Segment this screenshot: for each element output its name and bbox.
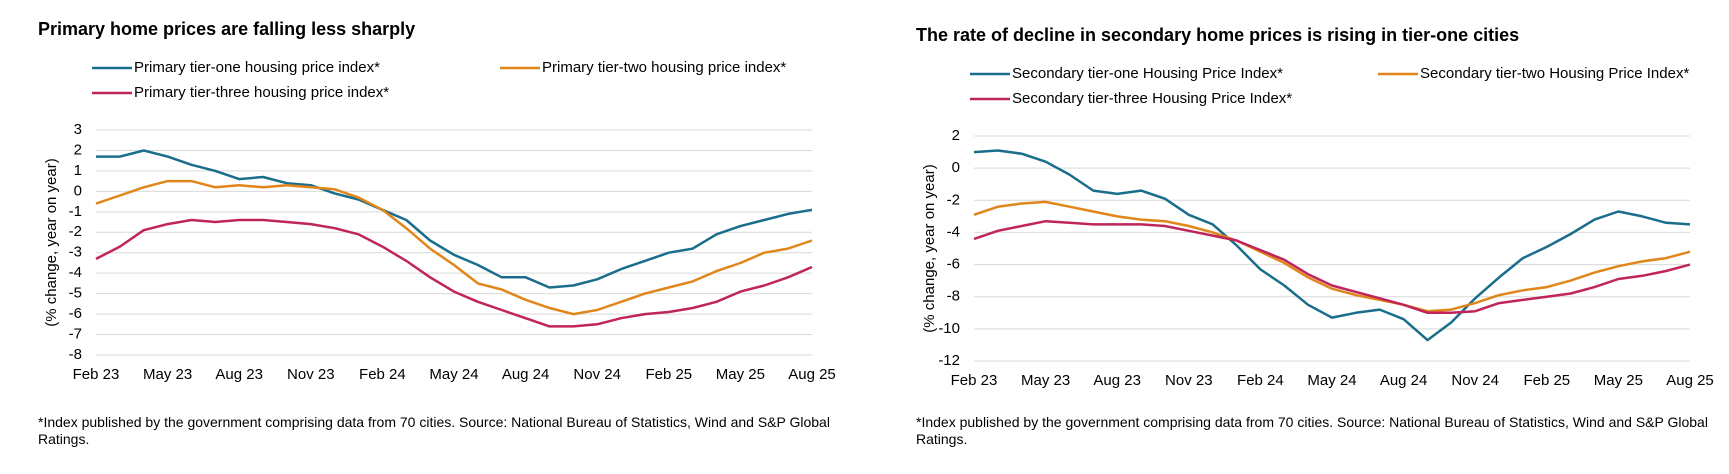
footnote: *Index published by the government compr… <box>916 414 1708 447</box>
y-tick-label: -4 <box>947 223 960 240</box>
x-tick-label: Aug 25 <box>788 366 836 383</box>
series-line <box>973 219 1691 315</box>
y-tick-label: -5 <box>69 285 82 302</box>
series-line <box>973 149 1691 342</box>
y-tick-label: -4 <box>69 264 82 281</box>
y-tick-label: -3 <box>69 244 82 261</box>
footnote: *Index published by the government compr… <box>38 414 830 447</box>
legend-label: Secondary tier-two Housing Price Index* <box>1420 65 1689 82</box>
x-tick-label: Feb 23 <box>73 366 120 383</box>
y-tick-label: -6 <box>69 305 82 322</box>
x-tick-label: Nov 23 <box>287 366 335 383</box>
x-tick-label: Aug 23 <box>1093 372 1141 389</box>
series-line <box>973 200 1691 313</box>
x-tick-label: Feb 24 <box>359 366 406 383</box>
legend-label: Primary tier-one housing price index* <box>134 59 380 76</box>
x-tick-label: May 23 <box>143 366 192 383</box>
x-tick-label: Feb 25 <box>1523 372 1570 389</box>
legend-label: Secondary tier-one Housing Price Index* <box>1012 65 1283 82</box>
x-tick-label: Aug 23 <box>215 366 263 383</box>
x-tick-label: Feb 25 <box>645 366 692 383</box>
x-tick-label: Feb 24 <box>1237 372 1284 389</box>
x-tick-label: May 24 <box>429 366 478 383</box>
x-tick-label: May 23 <box>1021 372 1070 389</box>
x-tick-label: Aug 24 <box>502 366 550 383</box>
series-line <box>96 149 813 289</box>
chart-title: Primary home prices are falling less sha… <box>38 19 415 39</box>
y-tick-label: -8 <box>69 346 82 363</box>
y-tick-label: -10 <box>938 320 960 337</box>
y-tick-label: 2 <box>74 141 82 158</box>
y-tick-label: 2 <box>952 127 960 144</box>
x-tick-label: Nov 24 <box>1451 372 1499 389</box>
y-tick-label: -1 <box>69 203 82 220</box>
y-axis-label: (% change, year on year) <box>921 164 938 332</box>
y-tick-label: 1 <box>74 162 82 179</box>
y-tick-label: -6 <box>947 256 960 273</box>
x-tick-label: Nov 23 <box>1165 372 1213 389</box>
y-tick-label: -7 <box>69 326 82 343</box>
legend-label: Primary tier-three housing price index* <box>134 84 389 101</box>
x-tick-label: May 24 <box>1307 372 1356 389</box>
y-tick-label: 3 <box>74 121 82 138</box>
x-tick-label: Nov 24 <box>573 366 621 383</box>
y-tick-label: 0 <box>74 182 82 199</box>
series-line <box>95 179 813 316</box>
y-tick-label: 0 <box>952 159 960 176</box>
y-tick-label: -2 <box>69 223 82 240</box>
series-line <box>95 218 813 328</box>
x-tick-label: Aug 25 <box>1666 372 1714 389</box>
y-tick-label: -2 <box>947 191 960 208</box>
x-tick-label: Feb 23 <box>951 372 998 389</box>
x-tick-label: May 25 <box>1594 372 1643 389</box>
y-tick-label: -8 <box>947 288 960 305</box>
chart-title: The rate of decline in secondary home pr… <box>916 25 1519 45</box>
y-axis-label: (% change, year on year) <box>43 158 60 326</box>
x-tick-label: May 25 <box>716 366 765 383</box>
y-tick-label: -12 <box>938 352 960 369</box>
legend-label: Secondary tier-three Housing Price Index… <box>1012 90 1292 107</box>
x-tick-label: Aug 24 <box>1380 372 1428 389</box>
legend-label: Primary tier-two housing price index* <box>542 59 786 76</box>
